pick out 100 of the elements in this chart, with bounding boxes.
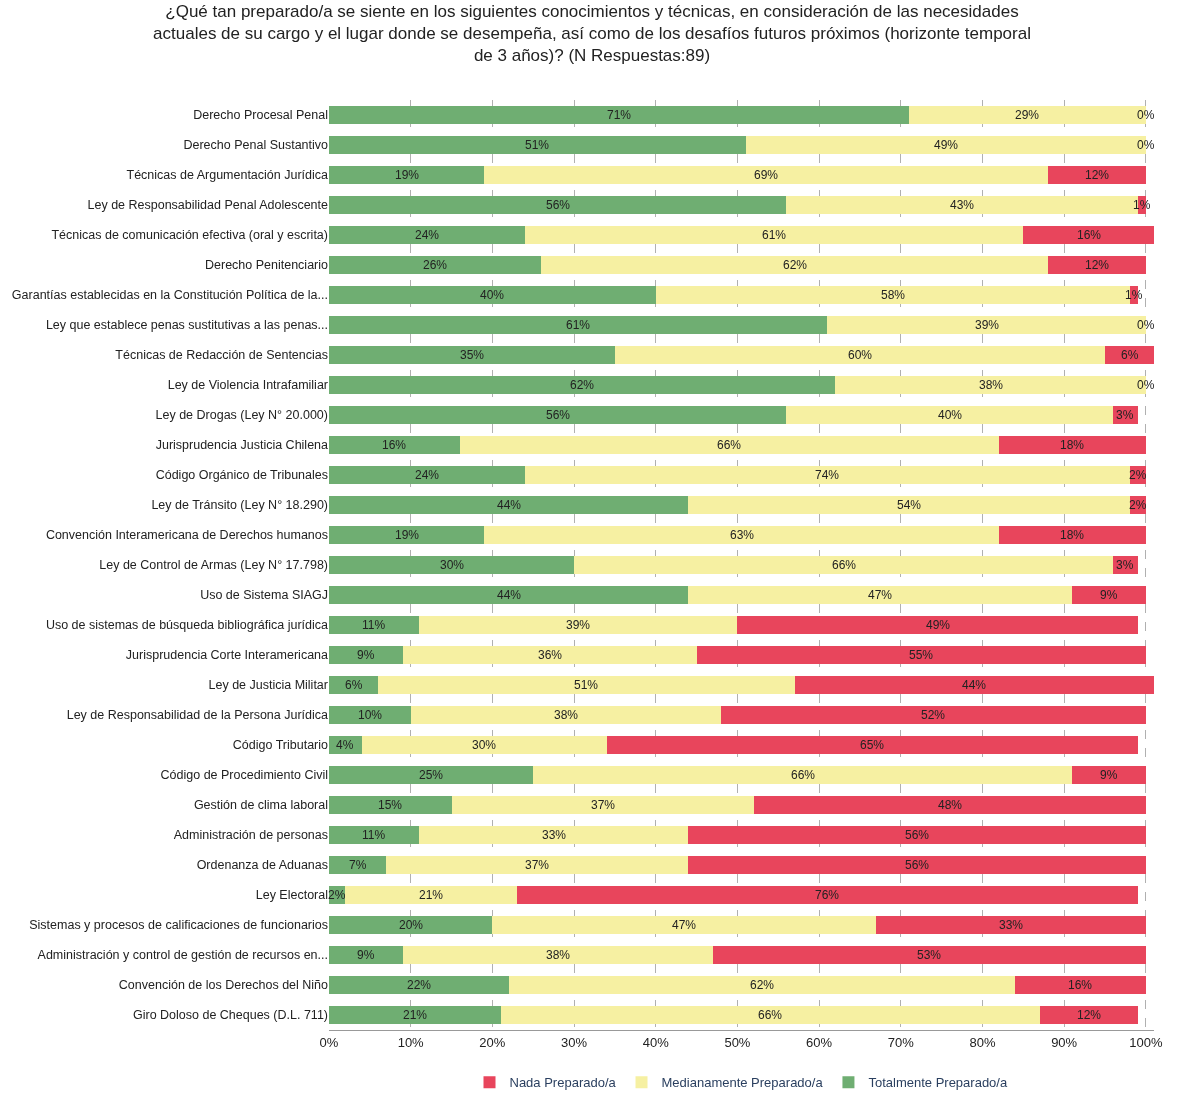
data-label: 60% <box>848 348 873 362</box>
y-tick-label: Sistemas y procesos de calificaciones de funcionarios <box>29 918 328 933</box>
data-label: 9% <box>1100 588 1118 602</box>
data-label: 56% <box>546 408 571 422</box>
x-tick-label: 30% <box>561 1034 588 1050</box>
data-label: 35% <box>460 348 485 362</box>
data-label: 0% <box>1137 318 1155 332</box>
bar <box>329 345 615 365</box>
legend-label: Nada Preparado/a <box>509 1075 617 1091</box>
data-label: 9% <box>357 648 375 662</box>
y-tick-label: Ordenanza de Aduanas <box>196 858 328 873</box>
data-label: 49% <box>934 138 959 152</box>
bar <box>786 405 1114 425</box>
y-tick-label: Código Tributario <box>232 738 329 753</box>
data-label: 38% <box>546 948 571 962</box>
x-tick-label: 80% <box>969 1034 996 1050</box>
y-tick-label: Derecho Penal Sustantivo <box>183 138 329 153</box>
bar <box>329 255 542 275</box>
bar <box>329 525 485 545</box>
bar <box>378 675 795 695</box>
bar <box>329 585 689 605</box>
data-label: 4% <box>336 738 354 752</box>
data-label: 40% <box>480 288 505 302</box>
bar <box>688 495 1130 515</box>
bar <box>329 765 534 785</box>
data-label: 0% <box>1137 108 1155 122</box>
bar <box>329 285 656 305</box>
bar <box>410 705 722 725</box>
data-label: 51% <box>574 678 599 692</box>
data-label: 15% <box>378 798 403 812</box>
x-tick-label: 100% <box>1129 1034 1163 1050</box>
bar <box>484 165 1048 185</box>
y-tick-label: Uso de sistemas de búsqueda bibliográfica jurídica <box>45 618 329 633</box>
bar <box>329 915 493 935</box>
data-label: 6% <box>1121 348 1139 362</box>
bar <box>500 1005 1040 1025</box>
data-label: 47% <box>868 588 893 602</box>
data-label: 44% <box>962 678 987 692</box>
data-label: 20% <box>399 918 424 932</box>
bar <box>541 255 1048 275</box>
data-label: 22% <box>407 978 432 992</box>
bar <box>484 525 999 545</box>
data-label: 56% <box>905 858 930 872</box>
y-tick-label: Ley de Violencia Intrafamiliar <box>167 378 328 393</box>
data-label: 9% <box>1100 768 1118 782</box>
y-tick-label: Código de Procedimiento Civil <box>160 768 328 783</box>
data-label: 44% <box>497 498 522 512</box>
data-label: 74% <box>815 468 840 482</box>
legend-label: Medianamente Preparado/a <box>661 1075 824 1091</box>
bar <box>418 825 689 845</box>
data-label: 12% <box>1085 258 1110 272</box>
data-label: 56% <box>546 198 571 212</box>
bar <box>459 435 999 455</box>
bar <box>533 765 1073 785</box>
y-tick-label: Técnicas de comunicación efectiva (oral y escrita) <box>51 228 328 243</box>
data-label: 18% <box>1060 528 1085 542</box>
data-label: 47% <box>672 918 697 932</box>
bar <box>329 435 460 455</box>
bar <box>329 225 526 245</box>
data-label: 0% <box>1137 378 1155 392</box>
bar <box>998 435 1146 455</box>
data-label: 58% <box>881 288 906 302</box>
bar <box>329 615 419 635</box>
y-tick-label: Ley de Drogas (Ley N° 20.000) <box>155 408 328 423</box>
bar <box>688 825 1146 845</box>
x-tick-label: 50% <box>724 1034 751 1050</box>
y-tick-label: Ley de Tránsito (Ley N° 18.290) <box>151 498 328 513</box>
data-label: 56% <box>905 828 930 842</box>
bar <box>614 345 1105 365</box>
bar <box>525 465 1130 485</box>
data-label: 33% <box>542 828 567 842</box>
y-tick-label: Ley que establece penas sustitutivas a las penas... <box>45 318 328 333</box>
data-label: 69% <box>754 168 779 182</box>
data-label: 55% <box>909 648 934 662</box>
bar <box>1072 585 1146 605</box>
x-tick-label: 70% <box>887 1034 915 1050</box>
bar <box>329 555 575 575</box>
bar <box>402 645 697 665</box>
data-label: 53% <box>917 948 942 962</box>
data-label: 66% <box>791 768 816 782</box>
data-label: 51% <box>525 138 550 152</box>
data-label: 66% <box>832 558 857 572</box>
bar <box>876 915 1146 935</box>
data-label: 49% <box>926 618 951 632</box>
data-label: 52% <box>921 708 946 722</box>
bar <box>361 735 607 755</box>
y-tick-label: Giro Doloso de Cheques (D.L. 711) <box>132 1008 328 1023</box>
bar <box>402 945 713 965</box>
y-tick-label: Derecho Procesal Penal <box>193 108 328 123</box>
data-label: 61% <box>566 318 591 332</box>
bar <box>1047 255 1146 275</box>
x-tick-label: 20% <box>479 1034 506 1050</box>
bar <box>329 165 485 185</box>
y-tick-label: Gestión de clima laboral <box>193 798 328 813</box>
y-tick-label: Uso de Sistema SIAGJ <box>200 588 328 603</box>
bar <box>525 225 1024 245</box>
y-tick-label: Jurisprudencia Corte Interamericana <box>125 648 329 663</box>
bar <box>998 525 1146 545</box>
data-label: 38% <box>979 378 1004 392</box>
bar <box>329 945 403 965</box>
